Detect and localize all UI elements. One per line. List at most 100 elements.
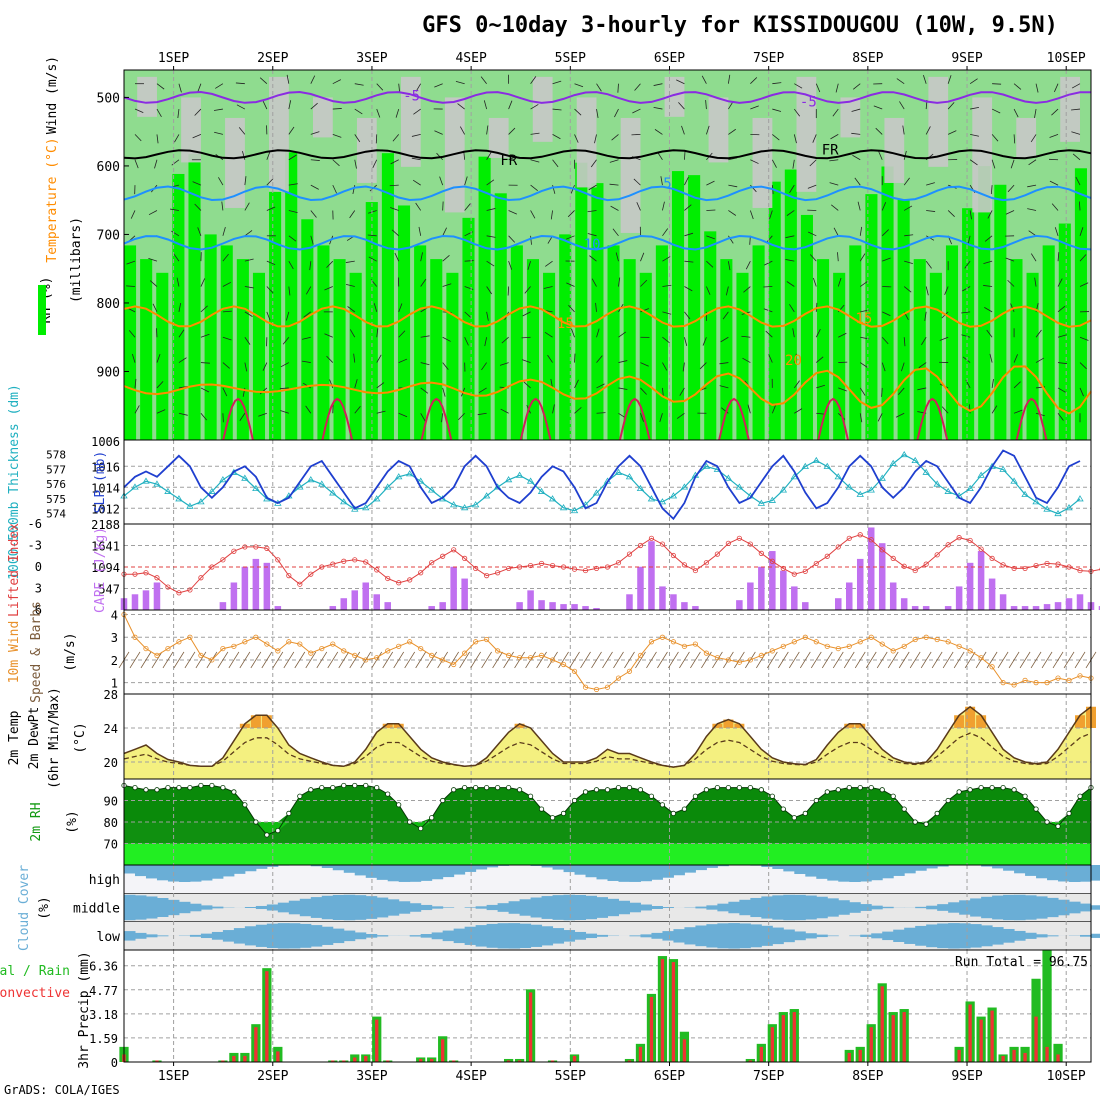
wind-barb <box>345 283 355 287</box>
wind-barb <box>130 210 136 219</box>
wind-barb <box>1035 357 1045 363</box>
cloud-cover-bar <box>1069 901 1081 914</box>
precip-convective-bar <box>781 1015 785 1062</box>
li-marker <box>560 564 567 570</box>
li-tick-label: -6 <box>28 517 42 531</box>
wind-barb <box>197 227 202 236</box>
cloud-cover-bar <box>585 895 598 920</box>
cloud-cover-bar <box>420 934 433 938</box>
cloud-cover-bar <box>189 865 202 882</box>
wind-barb <box>200 305 208 313</box>
wind-barb <box>659 413 663 423</box>
wind-barb <box>728 210 737 216</box>
cloud-cover-bar <box>717 865 729 867</box>
cloud-cover-bar <box>134 895 147 920</box>
wind-barb <box>218 177 224 186</box>
wind-barb <box>1054 227 1059 236</box>
li-marker <box>286 572 292 579</box>
rh-moist-band <box>301 219 314 440</box>
x-tick-label-top: 5SEP <box>555 51 586 66</box>
wind-barb <box>244 362 248 372</box>
cloud-cover-bar <box>585 865 598 878</box>
cloud-cover-bar <box>684 927 696 945</box>
wind-barb <box>953 651 965 669</box>
thickness-marker <box>680 483 689 490</box>
rh-moist-band <box>688 175 701 440</box>
rh-moist-band <box>269 187 282 440</box>
temp-max-fill <box>1075 715 1086 728</box>
cloud-cover-bar <box>1003 865 1015 871</box>
wind-barb <box>899 101 905 110</box>
li-marker <box>363 559 369 565</box>
wind-barb <box>821 651 833 669</box>
li-marker <box>374 567 380 573</box>
wind-barb <box>653 83 663 86</box>
li-marker <box>956 535 962 541</box>
cloud-cover-bar <box>959 923 971 949</box>
rh-moist-band <box>639 272 652 440</box>
cloud-cover-bar <box>772 895 784 920</box>
wind-barb <box>706 125 710 135</box>
cloud-cover-bar <box>420 865 433 881</box>
ylabel-rh-2m: 2m RH <box>29 802 44 841</box>
cloud-cover-bar <box>409 865 422 882</box>
rh-marker <box>835 787 841 793</box>
thickness-marker <box>790 473 799 480</box>
wind-speed-marker <box>407 639 413 645</box>
wind-barb <box>991 134 999 142</box>
wind-barb <box>393 651 405 669</box>
wind-barb <box>1074 651 1086 669</box>
li-marker <box>506 565 512 572</box>
li-marker <box>571 566 578 572</box>
wind-barb <box>129 651 141 669</box>
wind-barb <box>411 157 421 161</box>
cloud-cover-bar <box>541 926 554 946</box>
wind-barb <box>662 362 668 371</box>
wind-barb <box>931 651 943 669</box>
cloud-cover-bar <box>794 865 806 875</box>
wind-barb <box>376 354 382 363</box>
wind-barb <box>793 108 801 117</box>
rh-moist-band <box>1058 223 1071 440</box>
wind-barb <box>662 228 669 237</box>
rh-dry-patch <box>400 76 421 167</box>
li-marker <box>593 565 600 572</box>
wind-barb <box>266 178 274 186</box>
wind-barb <box>1057 334 1067 338</box>
precip-convective-bar <box>265 971 269 1062</box>
precip-convective-bar <box>1034 1016 1038 1062</box>
wind-barb <box>544 331 553 338</box>
temp-max-fill <box>382 723 393 728</box>
rh-marker <box>648 793 655 799</box>
cloud-cover-bar <box>871 933 883 939</box>
wind-barb <box>684 286 693 292</box>
rh-moist-band <box>881 166 894 441</box>
rh-dry-patch <box>840 97 861 138</box>
cloud-cover-bar <box>750 924 762 948</box>
cape-bar <box>692 606 699 610</box>
thickness-marker <box>362 504 370 511</box>
wind-barb <box>615 252 619 262</box>
precip-convective-bar <box>638 1046 643 1062</box>
wind-barb <box>809 159 817 167</box>
thickness-marker <box>823 462 831 469</box>
thickness-marker <box>460 504 469 511</box>
wind-barb <box>1005 210 1015 215</box>
temp-max-fill <box>855 723 866 728</box>
cloud-cover-bar <box>673 929 685 943</box>
wind-barb <box>481 362 487 371</box>
temp-max-fill <box>954 715 965 728</box>
wind-barb <box>574 108 582 116</box>
cloud-cover-bar <box>651 906 663 909</box>
contour-label: 5 <box>663 176 671 192</box>
wind-barb <box>793 380 800 389</box>
thickness-marker <box>944 487 952 494</box>
wind-barb <box>134 108 144 113</box>
rh-marker <box>582 789 589 795</box>
cloud-cover-bar <box>497 903 510 912</box>
cape-bar <box>681 602 688 610</box>
rh-marker <box>385 791 391 797</box>
cloud-cover-bar <box>618 900 630 915</box>
cape-bar <box>439 602 446 610</box>
wind-barb <box>148 258 158 262</box>
